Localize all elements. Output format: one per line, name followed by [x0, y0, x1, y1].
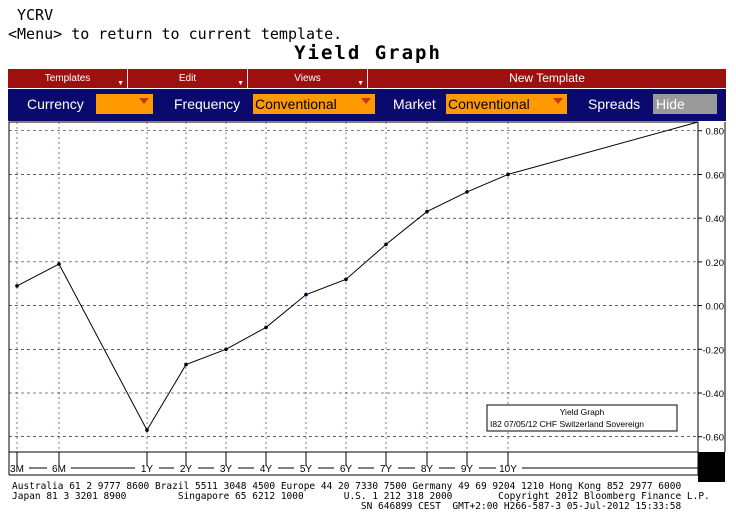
yield-point [425, 209, 429, 214]
y-tick-label: -0.60 [702, 433, 724, 444]
yield-point [184, 362, 188, 367]
new-template-button[interactable]: New Template [509, 71, 585, 85]
templates-menu-label: Templates [44, 73, 91, 84]
yield-point [145, 428, 149, 432]
dropdown-arrow-icon: ▼ [357, 80, 364, 87]
dropdown-arrow-icon [553, 98, 563, 104]
yield-series [15, 121, 699, 432]
y-tick-label: 0.40 [706, 214, 725, 225]
yield-point [224, 347, 228, 352]
x-tick-label: 5Y [300, 464, 313, 475]
market-label: Market [393, 96, 436, 112]
x-tick-label: 1Y [141, 464, 154, 475]
yield-point [264, 325, 268, 330]
yield-point [344, 277, 348, 282]
x-tick-label: 3Y [220, 464, 233, 475]
plot-area [8, 121, 699, 453]
market-dropdown[interactable]: Conventional [446, 94, 567, 114]
market-value: Conventional [448, 96, 530, 112]
yield-point [304, 292, 308, 297]
views-menu[interactable]: Views ▼ [248, 69, 368, 88]
y-tick-label: 0.60 [706, 170, 725, 181]
y-axis: 0.80 0.60 0.40 0.20 0.00 -0.20 -0.40 -0.60 [698, 127, 724, 444]
menu-bar: Templates ▼ Edit ▼ Views ▼ New Template [8, 69, 726, 88]
x-tick-label: 3M [10, 464, 24, 475]
plot-frame [8, 121, 726, 482]
legend-entry: I82 07/05/12 CHF Switzerland Sovereign [490, 419, 644, 429]
y-tick-label: 0.80 [706, 127, 725, 138]
spreads-label: Spreads [588, 96, 641, 112]
yield-point [506, 172, 510, 177]
yield-point [15, 284, 19, 288]
yield-point [384, 242, 388, 247]
currency-label: Currency [27, 96, 84, 112]
x-tick-label: 2Y [180, 464, 193, 475]
views-menu-label: Views [294, 73, 321, 84]
dropdown-arrow-icon: ▼ [117, 80, 124, 87]
dropdown-arrow-icon: ▼ [237, 80, 244, 87]
yield-point [57, 262, 61, 266]
dropdown-arrow-icon [139, 98, 149, 104]
y-tick-label: 0.00 [706, 302, 725, 313]
y-tick-label: 0.20 [706, 258, 725, 269]
ticker-command: YCRV [17, 6, 54, 24]
x-tick-label: 8Y [421, 464, 434, 475]
frequency-dropdown[interactable]: Conventional [253, 94, 375, 114]
spreads-toggle[interactable]: Hide [653, 94, 717, 114]
grid [9, 122, 698, 452]
templates-menu[interactable]: Templates ▼ [8, 69, 128, 88]
yield-point [465, 190, 469, 194]
x-tick-label: 6Y [340, 464, 353, 475]
x-axis: 3M 6M 1Y 2Y 3Y 4Y 5Y 6Y 7Y 8Y 9Y 10Y [10, 452, 698, 475]
legend-title: Yield Graph [560, 407, 605, 417]
page-title: Yield Graph [294, 42, 442, 64]
chart-legend: Yield Graph I82 07/05/12 CHF Switzerland … [486, 404, 678, 432]
corner-block [698, 452, 725, 482]
frequency-label: Frequency [174, 96, 241, 112]
x-tick-label: 10Y [499, 464, 517, 475]
x-tick-label: 9Y [461, 464, 474, 475]
x-tick-label: 7Y [380, 464, 393, 475]
footer-line: Australia 61 2 9777 8600 Brazil 5511 304… [12, 481, 682, 492]
frequency-value: Conventional [255, 96, 337, 112]
edit-menu-label: Edit [178, 73, 197, 84]
control-bar: Currency Frequency Conventional Market C… [8, 89, 726, 121]
legend-box [486, 404, 678, 432]
y-tick-label: -0.20 [702, 345, 724, 356]
footer-line: SN 646899 CEST GMT+2:00 H266-587-3 05-Ju… [12, 501, 682, 512]
dropdown-arrow-icon [361, 98, 371, 104]
currency-dropdown[interactable] [96, 94, 153, 114]
x-tick-label: 4Y [260, 464, 273, 475]
footer: Australia 61 2 9777 8600 Brazil 5511 304… [12, 482, 710, 512]
menu-hint: <Menu> to return to current template. [8, 25, 343, 43]
y-tick-label: -0.40 [702, 389, 724, 400]
footer-line: Japan 81 3 3201 8900 Singapore 65 6212 1… [12, 491, 710, 502]
x-tick-label: 6M [52, 464, 66, 475]
edit-menu[interactable]: Edit ▼ [128, 69, 248, 88]
